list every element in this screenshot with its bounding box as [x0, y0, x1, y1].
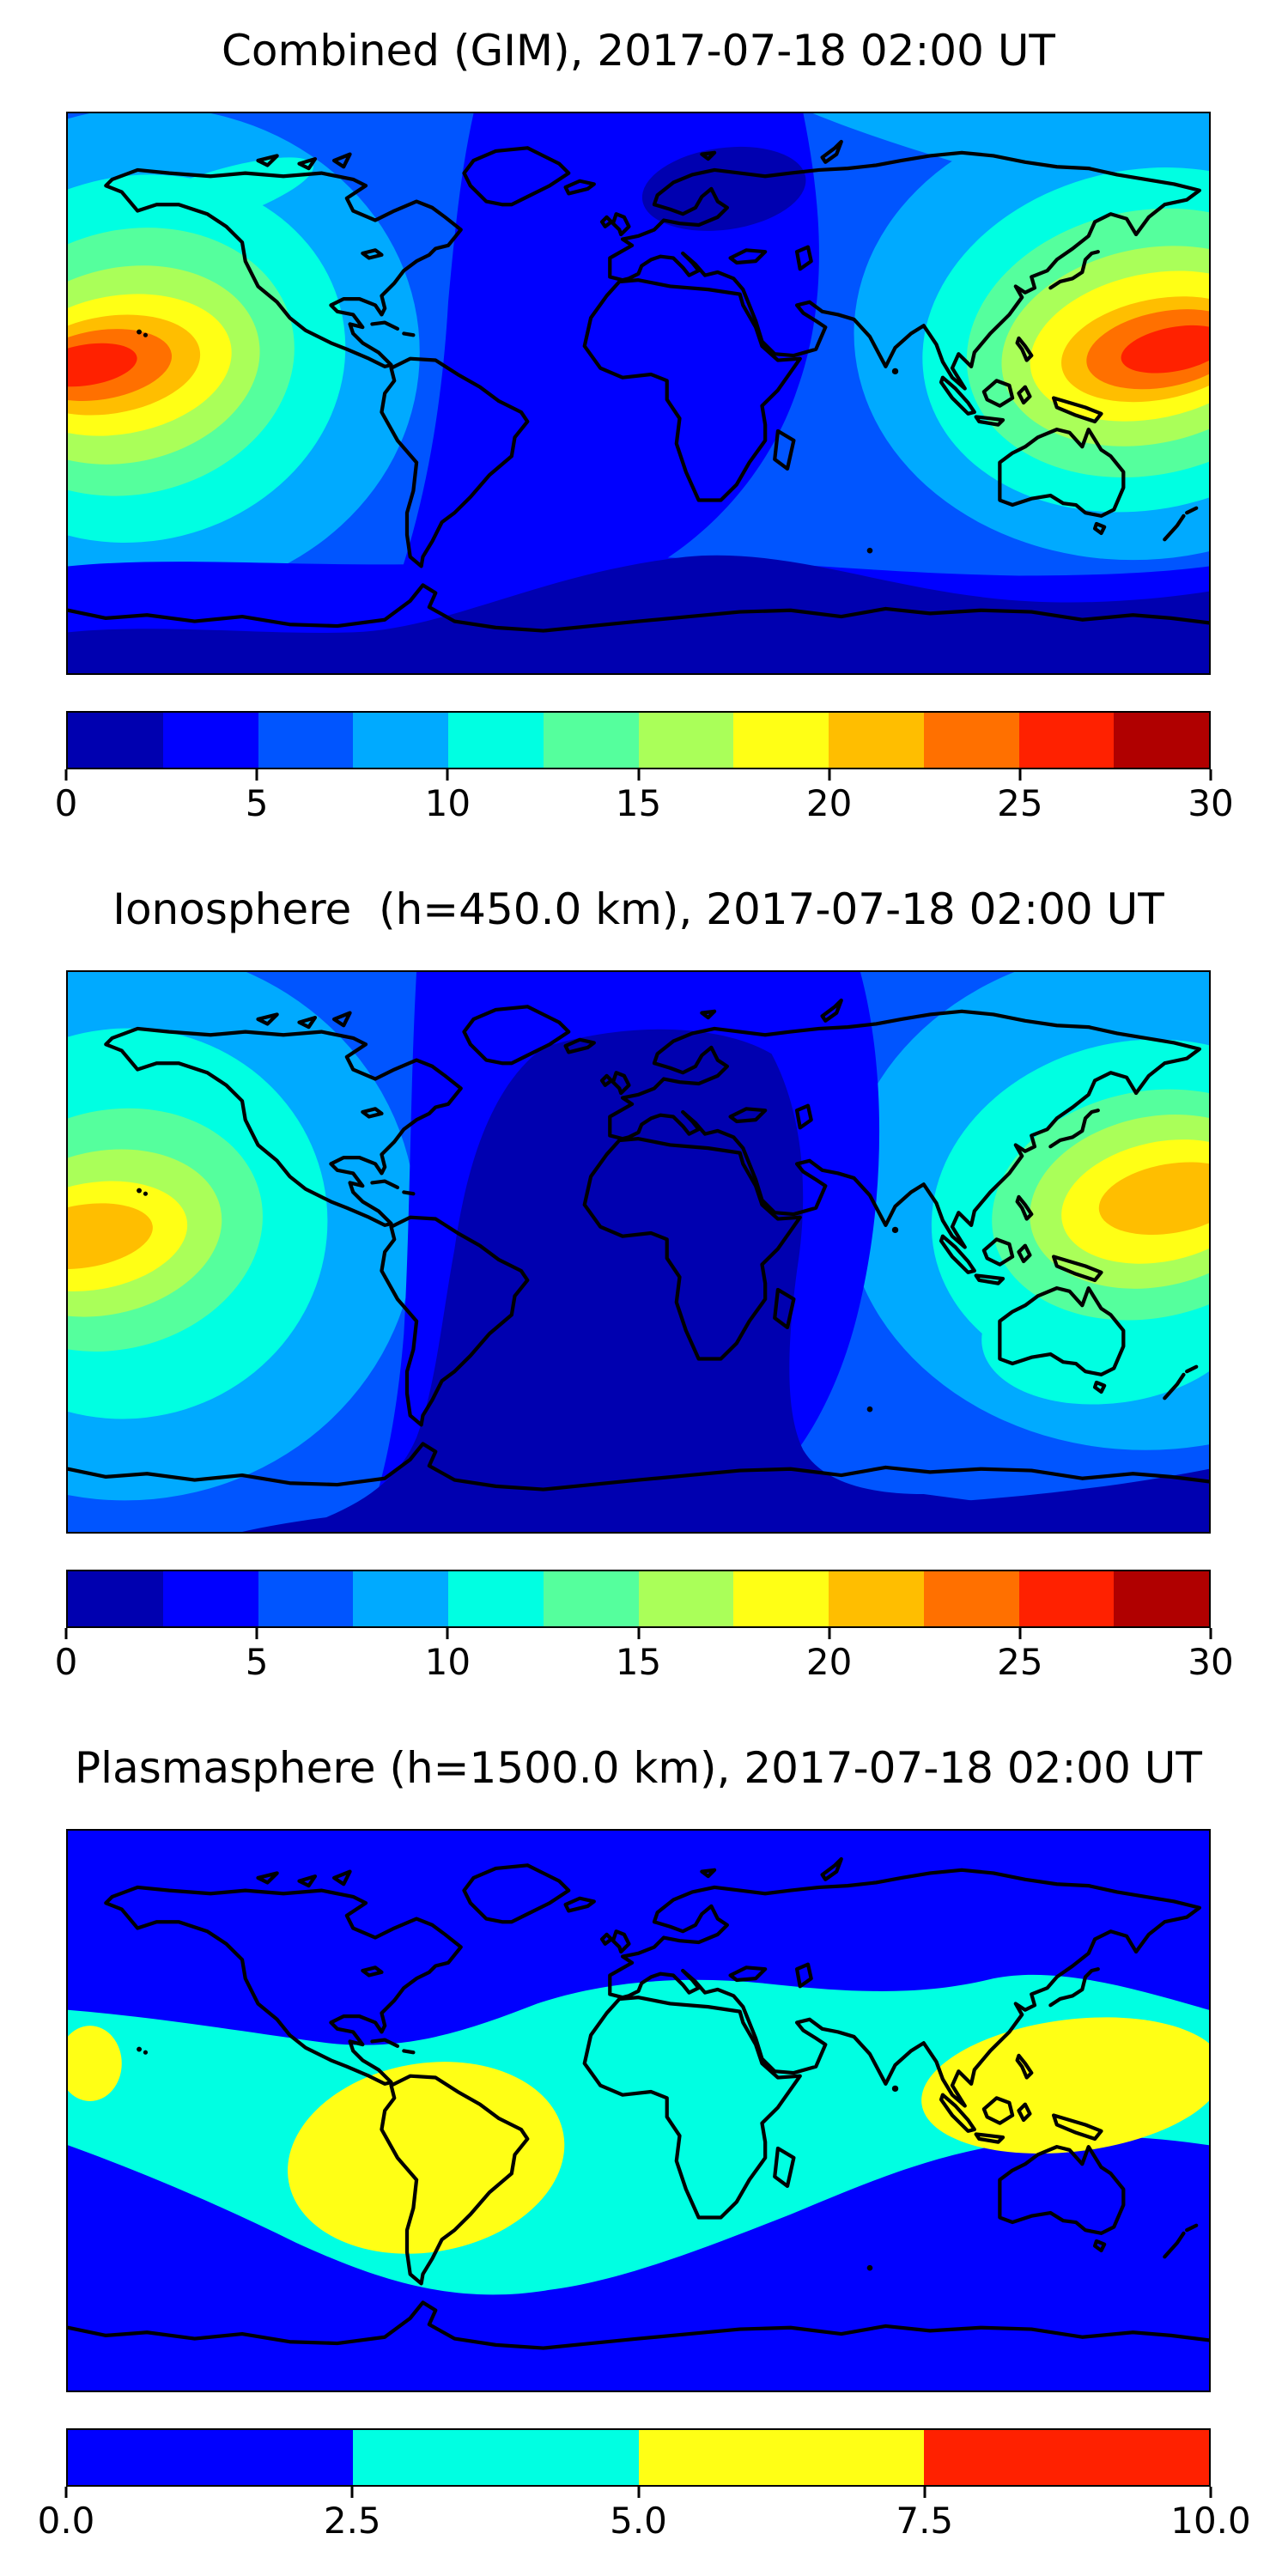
colorbar-tick-label: 30 [1188, 782, 1234, 824]
map-plasmasphere [66, 1829, 1211, 2392]
colorbar-tick-label: 20 [805, 782, 853, 824]
coastlines [68, 998, 1209, 1492]
colorbar-tick-mark [255, 1628, 258, 1639]
colorbar-segment [448, 1571, 544, 1626]
colorbar-segment [733, 713, 829, 768]
colorbar-tick-label: 25 [997, 782, 1043, 824]
colorbar-tick-mark [446, 769, 449, 781]
colorbar-ticks-ionosphere: 0 5 10 15 20 25 30 [55, 1628, 1234, 1697]
colorbar-segment [162, 1571, 258, 1626]
colorbar-segment [68, 2430, 354, 2485]
panel-title: Combined (GIM), 2017-07-18 02:00 UT [222, 26, 1055, 76]
colorbar-tick-mark [1209, 2487, 1212, 2498]
colorbar-tick-label: 10 [424, 782, 471, 824]
colorbar-segment [923, 2430, 1209, 2485]
colorbar-segment [829, 713, 924, 768]
colorbar-tick-mark [64, 2487, 68, 2498]
colorbar-tick-mark [255, 769, 258, 781]
colorbar-tick-label: 0.0 [37, 2500, 95, 2542]
colorbar-tick-mark [637, 1628, 640, 1639]
colorbar-segment [258, 713, 354, 768]
colorbar-segment [1018, 713, 1115, 768]
colorbar-segment [353, 2430, 639, 2485]
colorbar-segment [543, 1571, 639, 1626]
colorbar-segment [68, 1571, 163, 1626]
colorbar-segment [448, 713, 544, 768]
colorbar-tick-mark [1209, 769, 1212, 781]
colorbar-tick-mark [64, 1628, 68, 1639]
colorbar-tick-label: 10 [424, 1641, 471, 1683]
map-ionosphere [66, 970, 1211, 1534]
colorbar-segment [353, 1571, 448, 1626]
colorbar-tick-label: 0 [54, 782, 78, 824]
colorbar-tick-mark [637, 769, 640, 781]
colorbar-tick-mark [1209, 1628, 1212, 1639]
colorbar-ionosphere [66, 1570, 1211, 1628]
colorbar-segment [68, 713, 163, 768]
colorbar-tick-mark [64, 769, 68, 781]
colorbar-segment [162, 713, 258, 768]
panel-combined: Combined (GIM), 2017-07-18 02:00 UT [0, 0, 1288, 859]
colorbar-tick-mark [1018, 1628, 1022, 1639]
colorbar-ticks-combined: 0 5 10 15 20 25 30 [55, 769, 1234, 838]
colorbar-tick-mark [828, 769, 831, 781]
colorbar-combined [66, 711, 1211, 769]
colorbar-segment [829, 1571, 924, 1626]
coastlines [68, 139, 1209, 633]
colorbar-plasmasphere [66, 2428, 1211, 2487]
colorbar-segment [923, 1571, 1019, 1626]
colorbar-segment [258, 1571, 354, 1626]
colorbar-tick-label: 30 [1188, 1641, 1234, 1683]
colorbar-segment [1114, 713, 1209, 768]
colorbar-tick-label: 2.5 [323, 2500, 381, 2542]
colorbar-tick-label: 0 [54, 1641, 78, 1683]
colorbar-tick-label: 10.0 [1170, 2500, 1251, 2542]
colorbar-segment [543, 713, 639, 768]
colorbar-segment [638, 2430, 924, 2485]
panel-ionosphere: Ionosphere (h=450.0 km), 2017-07-18 02:0… [0, 859, 1288, 1717]
colorbar-tick-label: 5 [245, 782, 269, 824]
colorbar-ticks-plasmasphere: 0.0 2.5 5.0 7.5 10.0 [38, 2487, 1251, 2555]
colorbar-tick-mark [350, 2487, 354, 2498]
colorbar-tick-label: 7.5 [896, 2500, 954, 2542]
coastlines [68, 1856, 1209, 2350]
contour-map-combined [68, 113, 1209, 673]
colorbar-tick-label: 5 [245, 1641, 269, 1683]
colorbar-tick-label: 25 [997, 1641, 1043, 1683]
contour-map-ionosphere [68, 972, 1209, 1532]
colorbar-segment [638, 713, 734, 768]
colorbar-tick-mark [446, 1628, 449, 1639]
colorbar-tick-mark [828, 1628, 831, 1639]
colorbar-tick-label: 5.0 [610, 2500, 667, 2542]
colorbar-tick-label: 15 [615, 1641, 662, 1683]
panel-plasmasphere: Plasmasphere (h=1500.0 km), 2017-07-18 0… [0, 1717, 1288, 2576]
colorbar-segment [638, 1571, 734, 1626]
colorbar-segment [1114, 1571, 1209, 1626]
colorbar-tick-mark [637, 2487, 640, 2498]
colorbar-tick-label: 20 [805, 1641, 853, 1683]
colorbar-tick-label: 15 [615, 782, 662, 824]
colorbar-tick-mark [923, 2487, 927, 2498]
panel-title: Ionosphere (h=450.0 km), 2017-07-18 02:0… [112, 884, 1164, 934]
panel-title: Plasmasphere (h=1500.0 km), 2017-07-18 0… [75, 1743, 1202, 1793]
colorbar-segment [733, 1571, 829, 1626]
contour-map-plasmasphere [68, 1831, 1209, 2391]
map-combined [66, 112, 1211, 675]
colorbar-tick-mark [1018, 769, 1022, 781]
colorbar-segment [353, 713, 448, 768]
colorbar-segment [1018, 1571, 1115, 1626]
colorbar-segment [923, 713, 1019, 768]
